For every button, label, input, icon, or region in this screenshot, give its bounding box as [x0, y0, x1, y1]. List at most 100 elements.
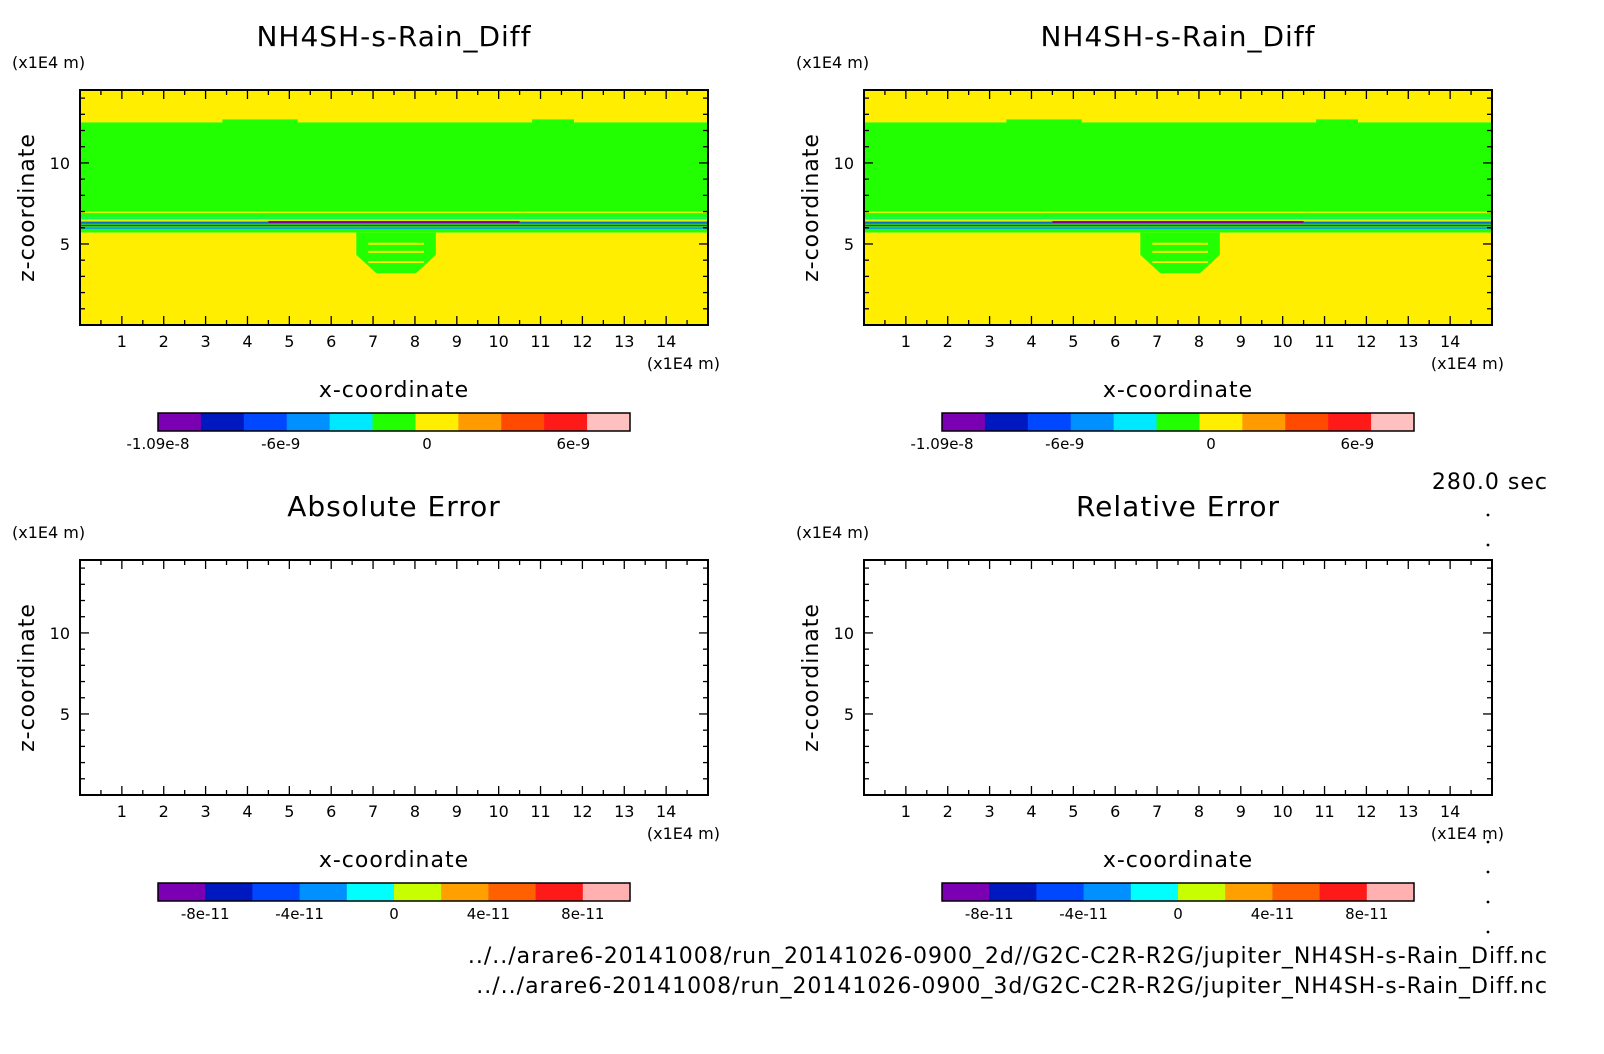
x-tick-label: 12 [1356, 802, 1376, 821]
x-tick-label: 9 [452, 802, 462, 821]
transition-stripe [864, 211, 1492, 214]
colorbar-tick-label: -6e-9 [1045, 435, 1084, 453]
panel-2: 1 2 3 4 5 6 7 8 9 10 11 12 13 14510NH4SH-s-Rain_Diff(… [796, 20, 1504, 453]
plume-stripe [1152, 260, 1208, 263]
y-tick-label: 5 [844, 235, 854, 254]
x-tick-label: 9 [452, 332, 462, 351]
x-axis-label: x-coordinate [319, 848, 469, 873]
y-tick-label: 5 [60, 235, 70, 254]
y-tick-label: 5 [60, 705, 70, 724]
colorbar-segment [984, 413, 1029, 431]
colorbar-segment [158, 883, 206, 901]
colorbar-tick-label: -4e-11 [275, 905, 324, 923]
x-tick-label: 12 [572, 332, 592, 351]
transition-stripe [864, 219, 1492, 222]
transition-stripe [80, 216, 708, 219]
x-tick-label: 10 [1272, 802, 1292, 821]
x-tick-label: 7 [368, 332, 378, 351]
x-unit-label: (x1E4 m) [1431, 824, 1504, 843]
cloud-bump [1006, 119, 1082, 124]
colorbar-tick-label: 4e-11 [467, 905, 510, 923]
x-tick-label: 8 [1194, 332, 1204, 351]
margin-dot [1486, 870, 1490, 874]
x-tick-label: 1 [117, 332, 127, 351]
x-tick-label: 12 [572, 802, 592, 821]
colorbar-segment [1113, 413, 1158, 431]
x-tick-label: 13 [614, 332, 634, 351]
colorbar-tick-label: -6e-9 [261, 435, 300, 453]
y-axis-label: z-coordinate [15, 133, 40, 282]
transition-streak [268, 221, 520, 224]
colorbar-tick-label: 0 [1206, 435, 1216, 453]
transition-stripe [864, 227, 1492, 229]
colorbar-segment [1328, 413, 1372, 431]
x-unit-label: (x1E4 m) [647, 824, 720, 843]
plot-frame [863, 559, 1493, 796]
field-region [80, 90, 708, 123]
x-tick-label: 4 [1026, 332, 1036, 351]
x-tick-label: 6 [326, 802, 336, 821]
transition-stripe [864, 214, 1492, 216]
colorbar-tick-label: 8e-11 [561, 905, 604, 923]
x-tick-label: 1 [117, 802, 127, 821]
x-tick-label: 4 [1026, 802, 1036, 821]
transition-stripe [80, 224, 708, 227]
colorbar-segment [286, 413, 331, 431]
plume-stripe [368, 242, 424, 245]
x-unit-label: (x1E4 m) [1431, 354, 1504, 373]
colorbar-segment [158, 413, 202, 431]
x-tick-label: 9 [1236, 802, 1246, 821]
colorbar-segment [1036, 883, 1085, 901]
colorbar-segment [1272, 883, 1321, 901]
colorbar-segment [329, 413, 374, 431]
panel-1: 1 2 3 4 5 6 7 8 9 10 11 12 13 14510NH4SH-s-Rain_Diff(… [12, 20, 720, 453]
colorbar-tick-label: 4e-11 [1251, 905, 1294, 923]
x-tick-label: 11 [1314, 332, 1334, 351]
transition-stripe [864, 224, 1492, 227]
colorbar-frame [941, 882, 1415, 902]
colorbar-segment [942, 883, 990, 901]
y-axis-label: z-coordinate [15, 603, 40, 752]
x-tick-label: 7 [368, 802, 378, 821]
y-tick-label: 10 [834, 624, 854, 643]
y-unit-label: (x1E4 m) [796, 53, 869, 72]
colorbar-segment [441, 883, 489, 901]
colorbar-segment [458, 413, 502, 431]
y-unit-label: (x1E4 m) [12, 53, 85, 72]
x-tick-label: 13 [1398, 802, 1418, 821]
colorbar-segment [1083, 883, 1132, 901]
transition-stripe [864, 216, 1492, 219]
x-tick-label: 6 [1110, 802, 1120, 821]
transition-stripe [80, 227, 708, 229]
file-path-2d: ../../arare6-20141008/run_20141026-0900_… [467, 944, 1548, 969]
colorbar-tick-label: -8e-11 [965, 905, 1014, 923]
colorbar-segment [1285, 413, 1329, 431]
margin-dot [1486, 543, 1490, 547]
x-tick-label: 8 [1194, 802, 1204, 821]
x-tick-label: 14 [656, 332, 676, 351]
x-tick-label: 8 [410, 802, 420, 821]
colorbar-frame [157, 412, 631, 432]
x-tick-label: 5 [1068, 802, 1078, 821]
panel-title: NH4SH-s-Rain_Diff [256, 20, 531, 53]
colorbar-segment [200, 413, 245, 431]
x-tick-label: 10 [1272, 332, 1292, 351]
cloud-bump [532, 119, 575, 124]
y-tick-label: 5 [844, 705, 854, 724]
colorbar-tick-label: 0 [1173, 905, 1183, 923]
margin-dot [1486, 900, 1490, 904]
colorbar-tick-label: 8e-11 [1345, 905, 1388, 923]
y-tick-label: 10 [50, 624, 70, 643]
x-tick-label: 14 [1440, 332, 1460, 351]
y-unit-label: (x1E4 m) [12, 523, 85, 542]
x-tick-label: 13 [614, 802, 634, 821]
colorbar-segment [252, 883, 301, 901]
colorbar-segment [415, 413, 459, 431]
y-axis-label: z-coordinate [799, 603, 824, 752]
transition-stripe [80, 219, 708, 222]
colorbar-segment [989, 883, 1037, 901]
x-unit-label: (x1E4 m) [647, 354, 720, 373]
x-tick-label: 4 [242, 802, 252, 821]
